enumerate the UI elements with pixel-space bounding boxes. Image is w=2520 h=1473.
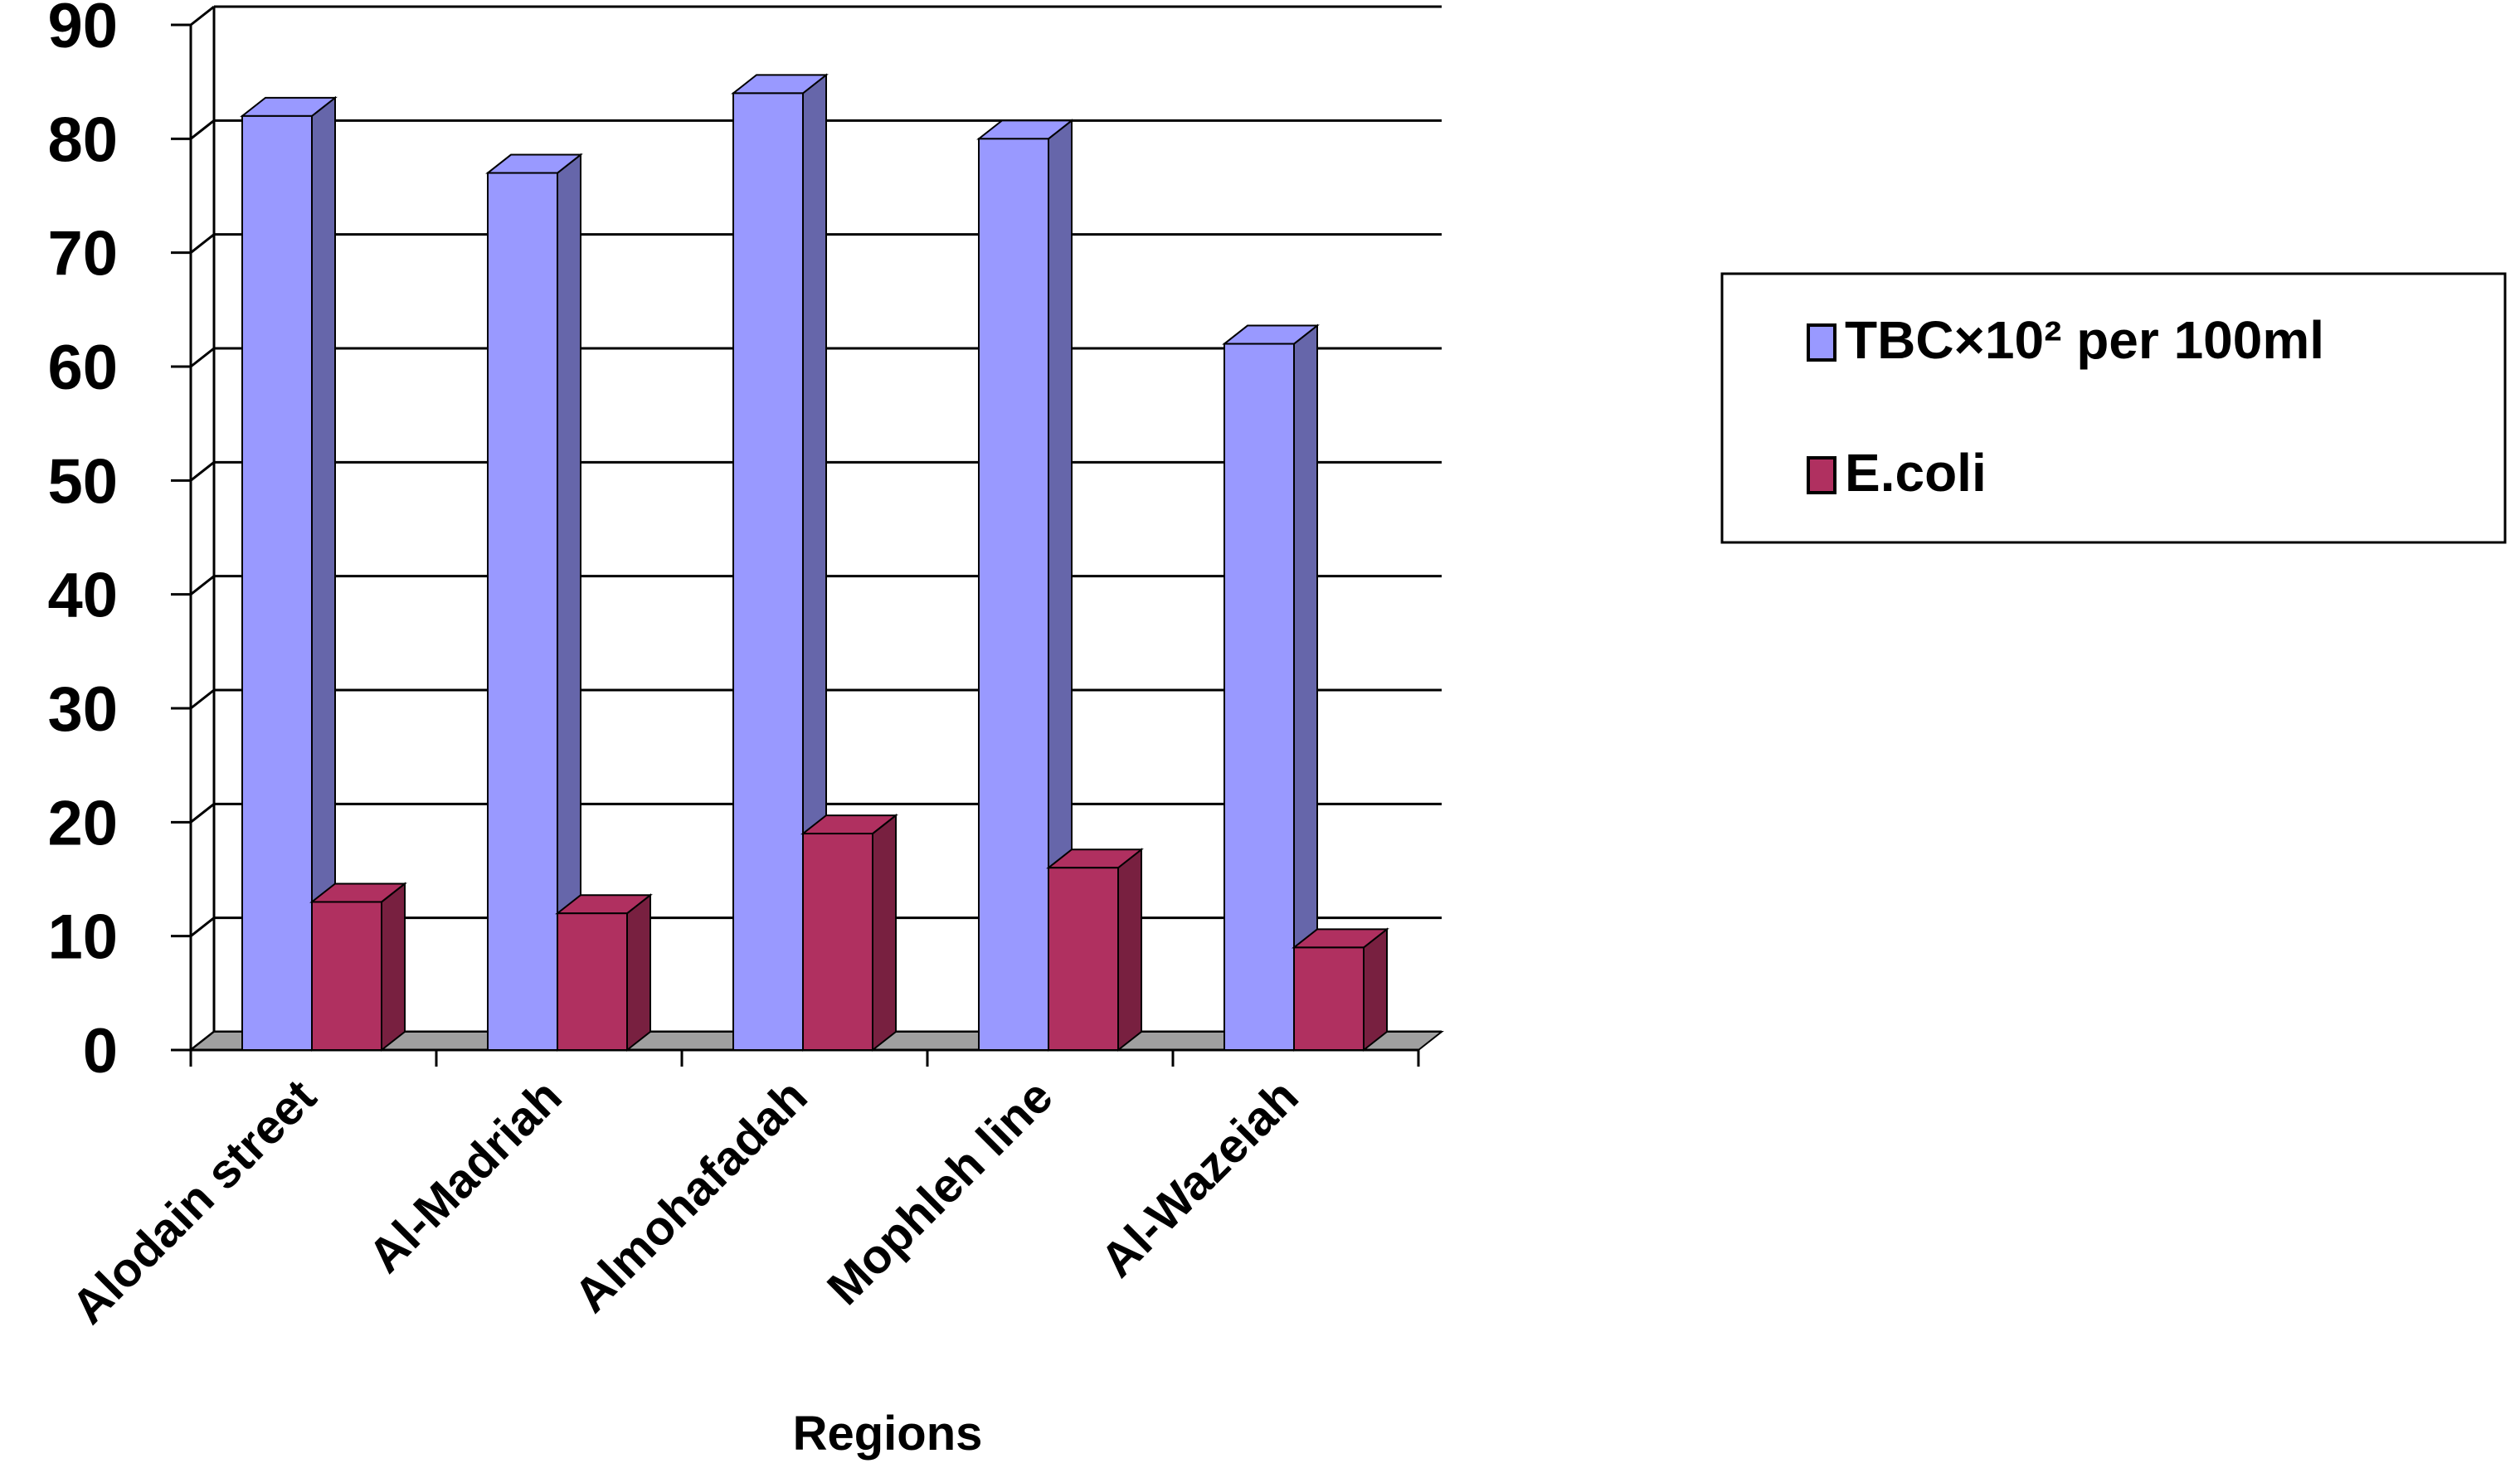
legend-swatch [1807, 323, 1836, 362]
side-gridline [190, 233, 215, 254]
bar-side [626, 893, 651, 1052]
y-tick-label: 50 [47, 446, 118, 517]
y-tick-label: 10 [47, 902, 118, 973]
bar-front [802, 833, 873, 1051]
bar-front [487, 172, 558, 1052]
bar [800, 814, 898, 1052]
y-tick-label: 90 [47, 0, 118, 61]
bar [309, 882, 407, 1052]
bar [555, 893, 653, 1052]
bar [1292, 927, 1389, 1052]
bar [485, 153, 583, 1052]
bar [976, 119, 1074, 1052]
legend: TBC×10² per 100ml E.coli [1720, 272, 2507, 544]
bar-side [1117, 848, 1142, 1052]
y-tick-label: 70 [47, 219, 118, 289]
y-tick-label: 80 [47, 105, 118, 175]
y-tick-label: 60 [47, 333, 118, 403]
y-tick-labels: 0 10 20 30 40 50 60 70 80 90 [47, 0, 118, 1087]
x-axis-title: Regions [793, 1407, 983, 1461]
side-gridline [190, 5, 215, 27]
bar [731, 73, 829, 1052]
legend-box [1720, 272, 2507, 544]
bar [240, 95, 338, 1052]
bar [1222, 323, 1320, 1052]
bar [1046, 848, 1144, 1052]
bars [240, 73, 1389, 1052]
legend-swatch [1807, 456, 1836, 494]
bar-front [311, 901, 382, 1052]
bar-front [732, 92, 804, 1051]
bar-side [381, 882, 406, 1052]
bar-front [557, 912, 628, 1051]
bar-front [1224, 343, 1295, 1051]
y-tick-label: 40 [47, 561, 118, 631]
x-tick-label: Al-Wazeiah [1090, 1069, 1308, 1287]
x-tick-label: Al-Madriah [358, 1069, 572, 1283]
bar-front [978, 138, 1049, 1051]
side-gridline [190, 803, 215, 824]
y-tick-label: 0 [83, 1016, 118, 1087]
side-gridline [190, 575, 215, 596]
bar-side [872, 814, 897, 1052]
side-gridline [190, 461, 215, 482]
y-tick-label: 30 [47, 674, 118, 745]
bar-front [1048, 867, 1119, 1052]
side-gridline [190, 119, 215, 140]
x-tick-label: Almohafadah [564, 1069, 818, 1323]
side-gridline [190, 916, 215, 937]
bar-front [241, 114, 313, 1051]
y-tick-label: 20 [47, 788, 118, 858]
bar-side [1363, 927, 1388, 1052]
legend-label: TBC×10² per 100ml [1845, 310, 2324, 370]
x-tick-label: Mophleh line [817, 1069, 1063, 1315]
bar-front [1293, 946, 1365, 1052]
side-gridline [190, 347, 215, 368]
side-gridline [190, 688, 215, 710]
legend-label: E.coli [1845, 443, 1987, 503]
x-tick-label: Alodain street [61, 1069, 326, 1334]
